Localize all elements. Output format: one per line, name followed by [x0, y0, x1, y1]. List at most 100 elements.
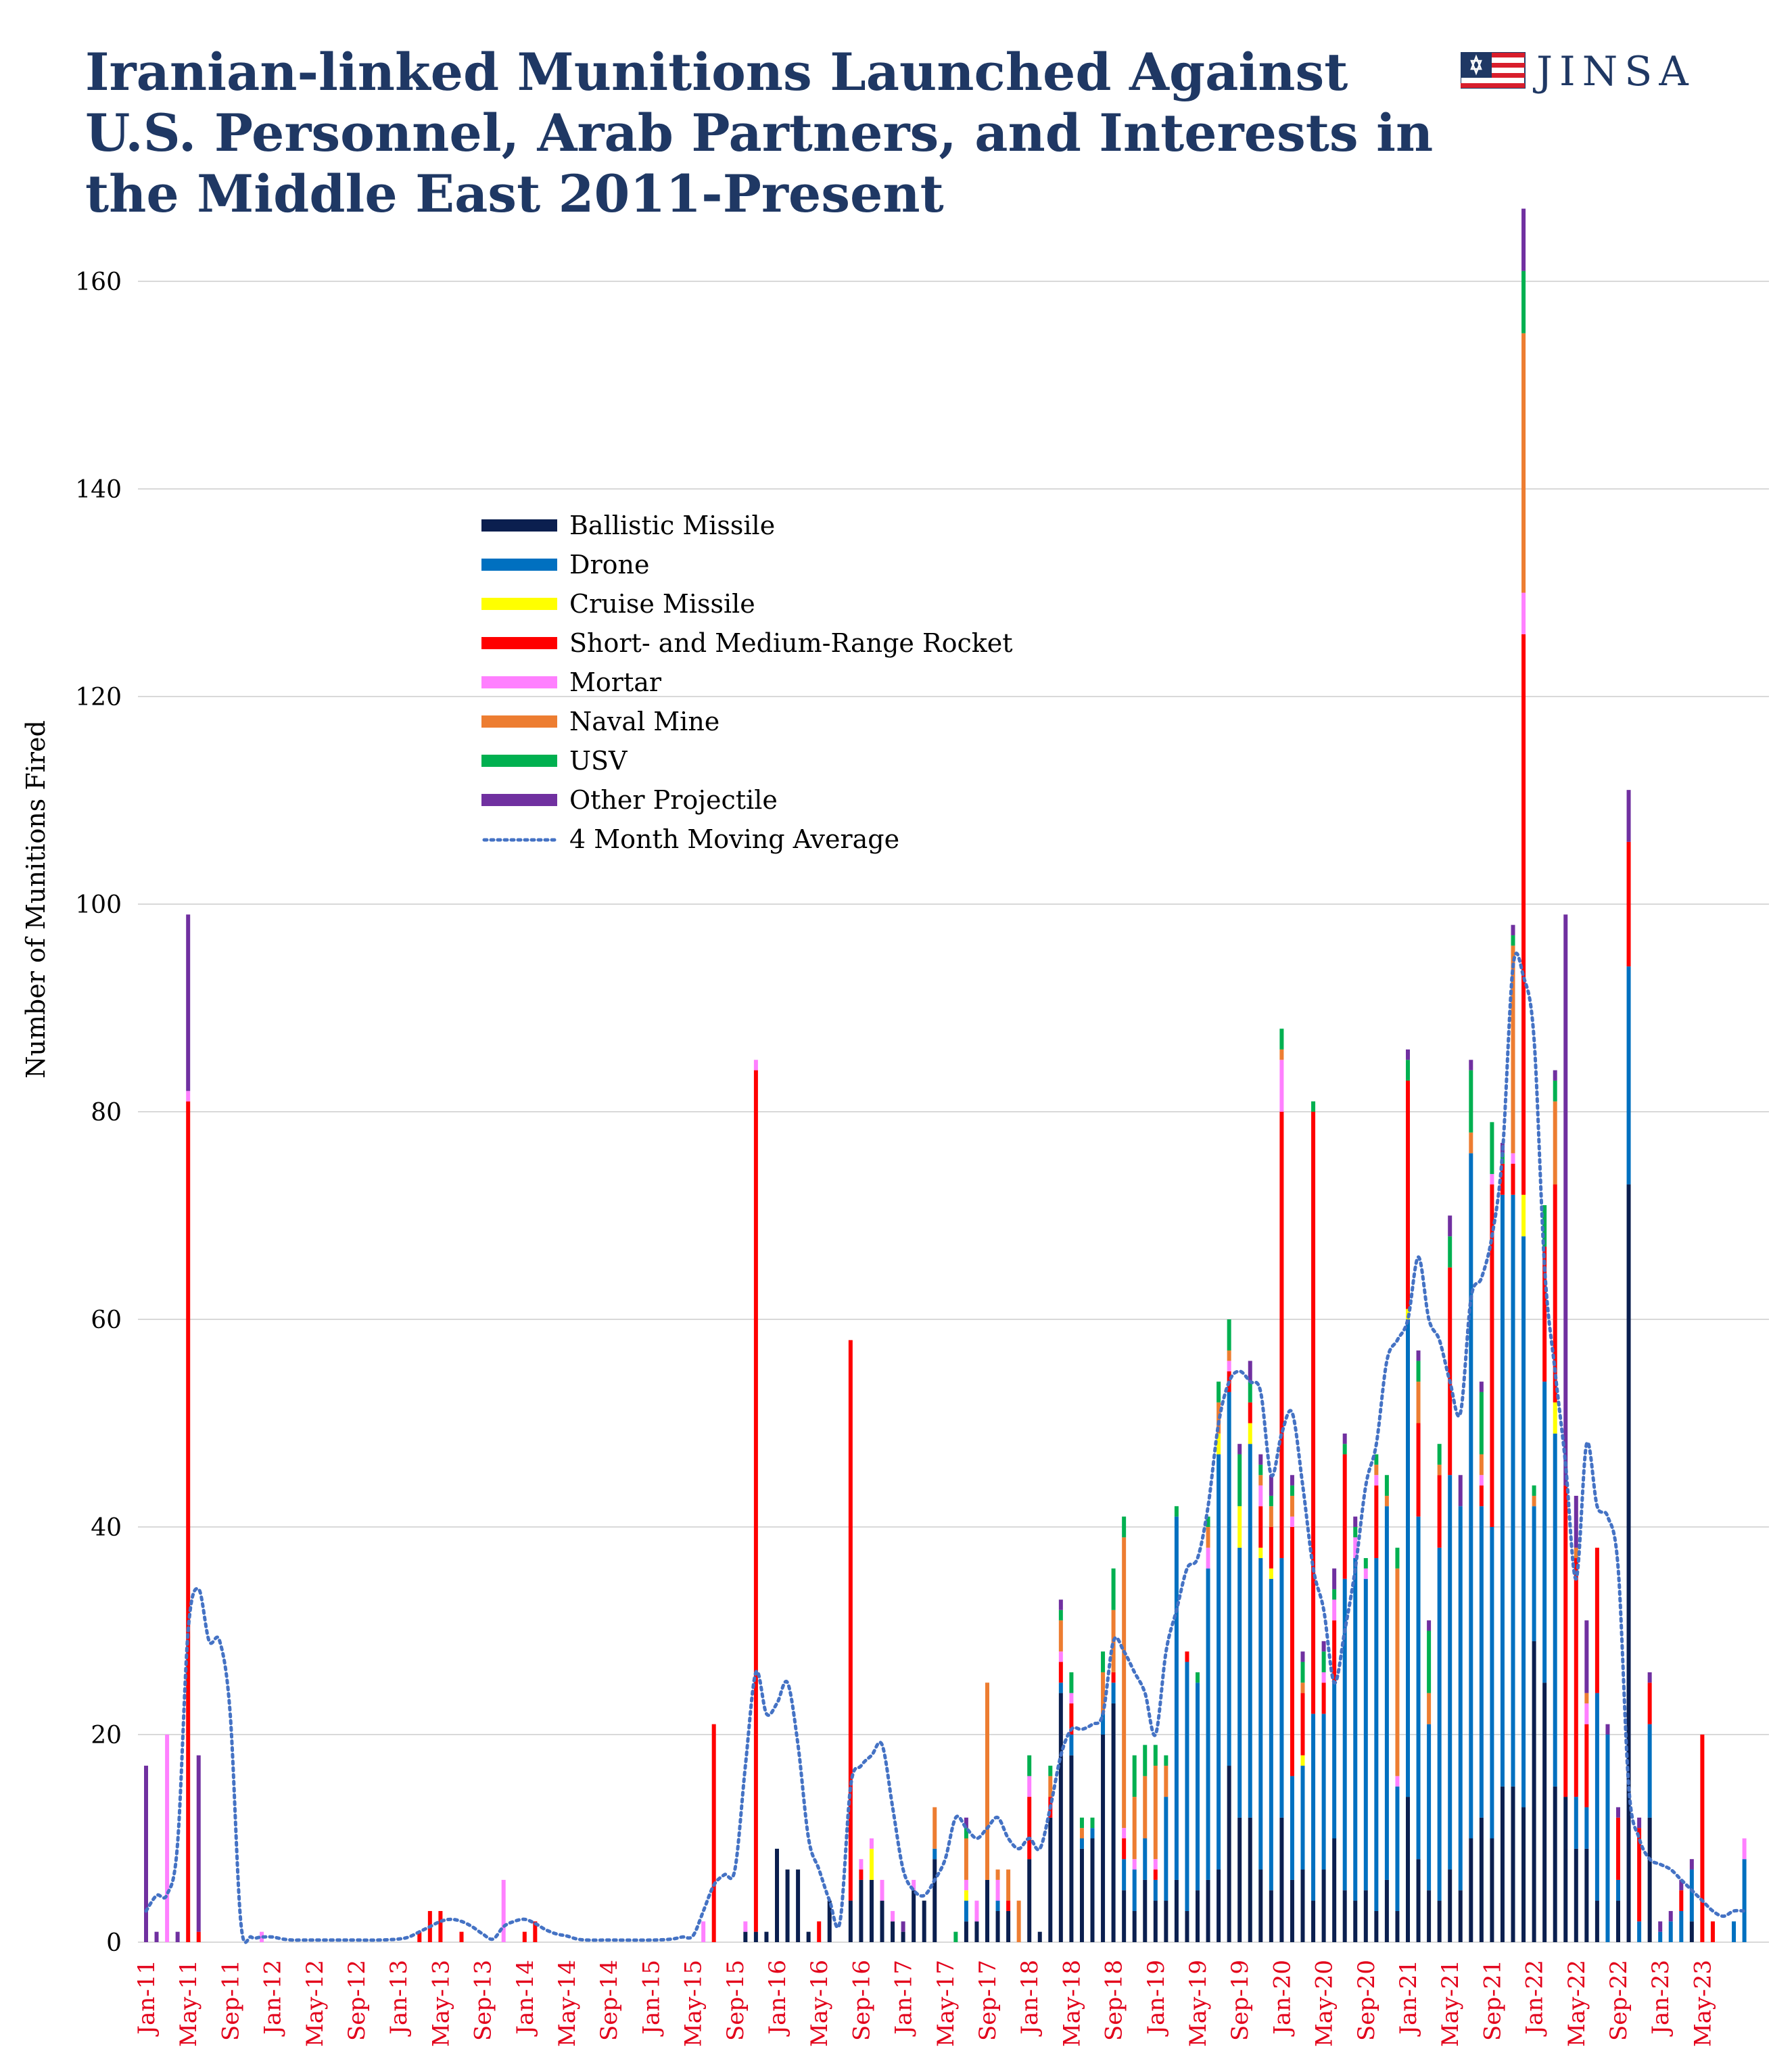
bar-segment	[1521, 1807, 1526, 1942]
bar-segment	[1458, 1890, 1463, 1942]
bar-segment	[1469, 1838, 1473, 1942]
bar-segment	[764, 1931, 769, 1942]
series-short-and-medium-range-rocket	[186, 634, 1715, 1942]
bar-segment	[880, 1900, 884, 1942]
bar-segment	[1143, 1776, 1148, 1839]
bar-segment	[1206, 1568, 1210, 1880]
bar-segment	[932, 1848, 937, 1860]
bar-segment	[1469, 1060, 1473, 1070]
bar-segment	[1132, 1859, 1137, 1870]
bar-segment	[1374, 1475, 1379, 1486]
bar-segment	[1227, 1350, 1231, 1361]
bar-segment	[1279, 1029, 1284, 1050]
bar-segment	[827, 1900, 832, 1942]
bar-segment	[175, 1931, 180, 1942]
bar-segment	[1416, 1382, 1421, 1423]
bar-segment	[912, 1879, 916, 1891]
bar-segment	[1479, 1382, 1484, 1392]
bar-segment	[1206, 1527, 1210, 1548]
bar-segment	[1153, 1766, 1158, 1860]
bar-segment	[1258, 1869, 1263, 1942]
bar-segment	[1553, 1402, 1557, 1434]
bar-segment	[1290, 1776, 1294, 1880]
bar-segment	[985, 1879, 989, 1942]
bar-segment	[1248, 1423, 1252, 1444]
bar-segment	[1300, 1755, 1305, 1766]
bar-segment	[186, 1101, 191, 1942]
bar-segment	[1258, 1485, 1263, 1507]
bar-segment	[1027, 1755, 1032, 1776]
bar-segment	[1511, 1153, 1515, 1164]
bar-segment	[1122, 1537, 1127, 1829]
bar-segment	[1217, 1382, 1221, 1403]
bar-segment	[1069, 1755, 1074, 1942]
bar-segment	[1279, 1817, 1284, 1942]
bar-segment	[1258, 1547, 1263, 1559]
bar-segment	[1321, 1641, 1326, 1652]
bar-segment	[1300, 1662, 1305, 1683]
bar-segment	[1448, 1475, 1453, 1870]
x-tick-label: Jan-22	[1521, 1960, 1549, 2037]
bar-segment	[796, 1869, 801, 1942]
bar-segment	[1058, 1662, 1063, 1683]
bar-segment	[1542, 1382, 1547, 1683]
bar-segment	[1058, 1693, 1063, 1942]
series-naval-mine	[932, 333, 1589, 1942]
y-tick-label: 20	[91, 1722, 122, 1749]
bar-segment	[1164, 1900, 1168, 1942]
bar-segment	[1079, 1848, 1084, 1942]
bar-segment	[1132, 1797, 1137, 1860]
y-tick-label: 80	[91, 1099, 122, 1127]
bar-segment	[1521, 1236, 1526, 1808]
bar-segment	[753, 1070, 758, 1932]
bar-segment	[1069, 1735, 1074, 1756]
bar-segment	[1185, 1662, 1189, 1911]
x-tick-label: Sep-17	[974, 1960, 1001, 2041]
bar-segment	[1342, 1444, 1347, 1455]
x-tick-label: Jan-12	[260, 1960, 287, 2037]
bar-segment	[1269, 1495, 1273, 1507]
bar-segment	[1290, 1527, 1294, 1776]
bar-segment	[1563, 1797, 1568, 1942]
bar-segment	[922, 1900, 926, 1942]
bar-segment	[964, 1817, 968, 1829]
bar-segment	[1174, 1506, 1179, 1517]
bar-segment	[1132, 1910, 1137, 1942]
bar-segment	[1237, 1444, 1242, 1455]
bar-segment	[1227, 1361, 1231, 1371]
bar-segment	[1500, 1163, 1505, 1195]
bar-segment	[1111, 1703, 1116, 1942]
bar-segment	[1363, 1568, 1368, 1579]
bar-segment	[1427, 1890, 1432, 1942]
legend-swatch	[481, 676, 557, 688]
bar-segment	[880, 1879, 884, 1901]
bar-segment	[1079, 1817, 1084, 1829]
x-tick-label: Sep-15	[722, 1960, 749, 2041]
bar-segment	[1321, 1672, 1326, 1683]
bar-segment	[1153, 1859, 1158, 1870]
bar-segment	[1027, 1859, 1032, 1942]
x-tick-label: Sep-22	[1605, 1960, 1632, 2041]
bar-segment	[1511, 1163, 1515, 1195]
bar-segment	[1321, 1682, 1326, 1714]
title-line-2: U.S. Personnel, Arab Partners, and Inter…	[85, 103, 1434, 163]
bar-segment	[1479, 1454, 1484, 1476]
bar-segment	[1300, 1766, 1305, 1870]
bar-segment	[891, 1921, 895, 1942]
legend-label: Drone	[569, 550, 649, 580]
bar-segment	[1069, 1672, 1074, 1693]
bar-segment	[1258, 1506, 1263, 1548]
legend: Ballistic Missile Drone Cruise Missile Shor…	[481, 511, 1013, 854]
bar-segment	[1521, 270, 1526, 333]
bar-segment	[1206, 1516, 1210, 1527]
bar-segment	[1647, 1682, 1652, 1724]
bar-segment	[1101, 1714, 1106, 1735]
bar-segment	[1237, 1547, 1242, 1818]
bar-segment	[1458, 1475, 1463, 1507]
gridlines	[138, 281, 1769, 1943]
legend-swatch	[481, 559, 557, 571]
bar-segment	[1258, 1475, 1263, 1486]
bar-segment	[1626, 841, 1631, 967]
bar-segment	[1395, 1547, 1400, 1569]
